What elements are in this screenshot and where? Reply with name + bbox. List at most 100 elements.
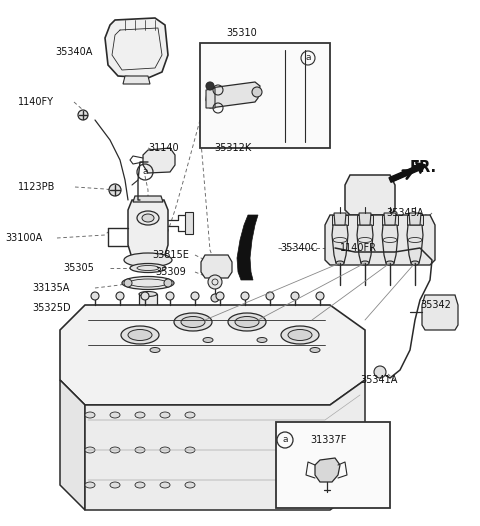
Ellipse shape	[160, 412, 170, 418]
Bar	[185, 212, 193, 234]
Circle shape	[241, 292, 249, 300]
Polygon shape	[60, 380, 85, 510]
Polygon shape	[123, 76, 150, 84]
Ellipse shape	[135, 412, 145, 418]
Ellipse shape	[181, 317, 205, 328]
Ellipse shape	[174, 313, 212, 331]
Ellipse shape	[110, 482, 120, 488]
Ellipse shape	[110, 447, 120, 453]
Polygon shape	[206, 88, 215, 108]
Ellipse shape	[257, 338, 267, 342]
Polygon shape	[357, 215, 373, 225]
Ellipse shape	[124, 253, 172, 267]
Circle shape	[216, 292, 224, 300]
Polygon shape	[128, 200, 168, 262]
Ellipse shape	[85, 482, 95, 488]
Text: 35325D: 35325D	[32, 303, 71, 313]
Text: a: a	[142, 167, 148, 177]
Polygon shape	[384, 213, 396, 225]
Circle shape	[191, 292, 199, 300]
Circle shape	[166, 292, 174, 300]
Polygon shape	[206, 82, 260, 108]
Text: 35340A: 35340A	[55, 47, 92, 57]
Ellipse shape	[150, 348, 160, 352]
Text: 35345A: 35345A	[386, 208, 423, 218]
Text: 31140: 31140	[148, 143, 179, 153]
Text: 35341A: 35341A	[360, 375, 397, 385]
Text: a: a	[282, 436, 288, 444]
Polygon shape	[85, 380, 365, 510]
Ellipse shape	[142, 214, 154, 222]
Bar	[139, 294, 157, 316]
Ellipse shape	[203, 338, 213, 342]
Ellipse shape	[128, 329, 152, 340]
Circle shape	[266, 292, 274, 300]
Ellipse shape	[85, 412, 95, 418]
Circle shape	[124, 279, 132, 287]
Circle shape	[206, 82, 214, 90]
Circle shape	[211, 294, 219, 302]
Text: 33100A: 33100A	[5, 233, 42, 243]
Polygon shape	[409, 213, 421, 225]
Ellipse shape	[139, 291, 157, 297]
Ellipse shape	[130, 264, 166, 272]
Polygon shape	[357, 225, 373, 263]
Polygon shape	[315, 458, 340, 482]
Polygon shape	[325, 215, 435, 265]
Polygon shape	[60, 305, 365, 405]
Polygon shape	[345, 175, 395, 215]
Circle shape	[291, 292, 299, 300]
Ellipse shape	[411, 261, 419, 265]
Ellipse shape	[228, 313, 266, 331]
Ellipse shape	[281, 326, 319, 344]
Text: 1140FY: 1140FY	[18, 97, 54, 107]
Text: 35305: 35305	[63, 263, 94, 273]
Polygon shape	[143, 148, 175, 173]
Ellipse shape	[185, 412, 195, 418]
Text: FR.: FR.	[410, 160, 437, 176]
Ellipse shape	[336, 261, 344, 265]
Text: 35309: 35309	[155, 267, 186, 277]
Circle shape	[374, 366, 386, 378]
Circle shape	[208, 275, 222, 289]
Text: 35340C: 35340C	[280, 243, 317, 253]
Circle shape	[164, 279, 172, 287]
Ellipse shape	[139, 313, 157, 319]
Ellipse shape	[160, 482, 170, 488]
Polygon shape	[133, 196, 163, 202]
Text: 33135A: 33135A	[32, 283, 70, 293]
Text: 35312K: 35312K	[214, 143, 251, 153]
Circle shape	[141, 292, 149, 300]
Polygon shape	[382, 215, 398, 225]
Polygon shape	[332, 225, 348, 263]
Text: a: a	[305, 54, 311, 63]
Ellipse shape	[85, 447, 95, 453]
Polygon shape	[407, 215, 423, 225]
Text: 35310: 35310	[226, 28, 257, 38]
Text: 35342: 35342	[420, 300, 451, 310]
Ellipse shape	[235, 317, 259, 328]
Polygon shape	[105, 18, 168, 78]
Polygon shape	[201, 255, 232, 278]
Circle shape	[116, 292, 124, 300]
Text: 1123PB: 1123PB	[18, 182, 55, 192]
Ellipse shape	[185, 447, 195, 453]
Text: 31337F: 31337F	[310, 435, 347, 445]
Ellipse shape	[288, 329, 312, 340]
Circle shape	[316, 292, 324, 300]
Ellipse shape	[185, 482, 195, 488]
Text: 1140FR: 1140FR	[340, 243, 377, 253]
Ellipse shape	[361, 261, 369, 265]
Ellipse shape	[122, 277, 174, 289]
Ellipse shape	[160, 447, 170, 453]
Polygon shape	[382, 225, 398, 263]
Text: 33815E: 33815E	[152, 250, 189, 260]
Bar	[200, 43, 330, 148]
Polygon shape	[407, 225, 423, 263]
Circle shape	[78, 110, 88, 120]
Ellipse shape	[135, 447, 145, 453]
Polygon shape	[334, 213, 346, 225]
Polygon shape	[332, 215, 348, 225]
Ellipse shape	[252, 87, 262, 97]
Ellipse shape	[310, 348, 320, 352]
